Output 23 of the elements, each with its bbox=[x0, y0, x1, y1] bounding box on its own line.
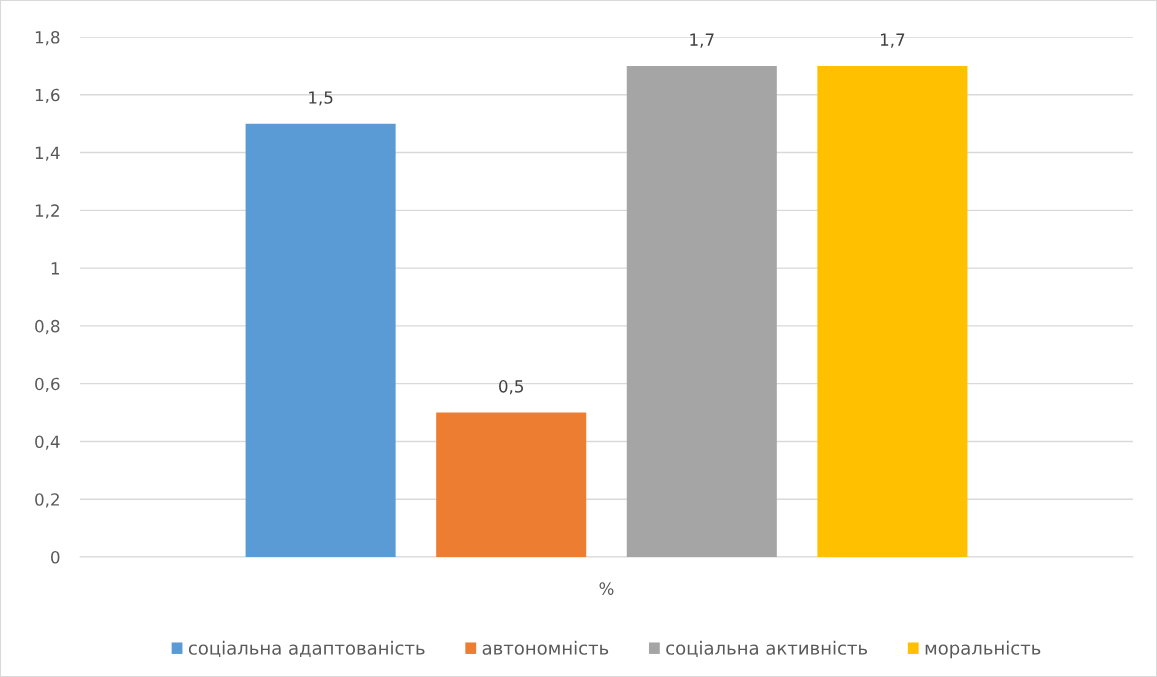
data-label: 1,5 bbox=[309, 91, 333, 106]
y-tick-label: 0,2 bbox=[35, 493, 59, 508]
y-tick-label: 0,6 bbox=[35, 377, 60, 392]
legend-label: соціальна адаптованість bbox=[188, 640, 425, 658]
bar bbox=[817, 65, 968, 557]
y-tick-label: 1,8 bbox=[35, 30, 60, 46]
bar bbox=[436, 412, 587, 557]
y-tick-label: 1,6 bbox=[35, 88, 60, 104]
y-tick-label: 1 bbox=[51, 262, 60, 275]
x-tick-label: % bbox=[599, 582, 614, 595]
bar bbox=[245, 123, 396, 557]
bar bbox=[626, 65, 777, 557]
legend-label: моральність bbox=[925, 640, 1041, 659]
y-tick-label: 0,8 bbox=[35, 319, 60, 335]
data-label: 1,7 bbox=[690, 33, 714, 48]
legend-label: соціальна активність bbox=[666, 640, 868, 658]
y-tick-label: 1,2 bbox=[35, 204, 59, 219]
y-tick-label: 0 bbox=[51, 550, 60, 564]
data-label: 1,7 bbox=[880, 33, 905, 48]
y-tick-label: 1,4 bbox=[35, 146, 60, 161]
y-tick-label: 0,4 bbox=[35, 435, 60, 450]
data-label: 0,5 bbox=[499, 380, 523, 395]
legend-label: автономність bbox=[482, 640, 609, 655]
